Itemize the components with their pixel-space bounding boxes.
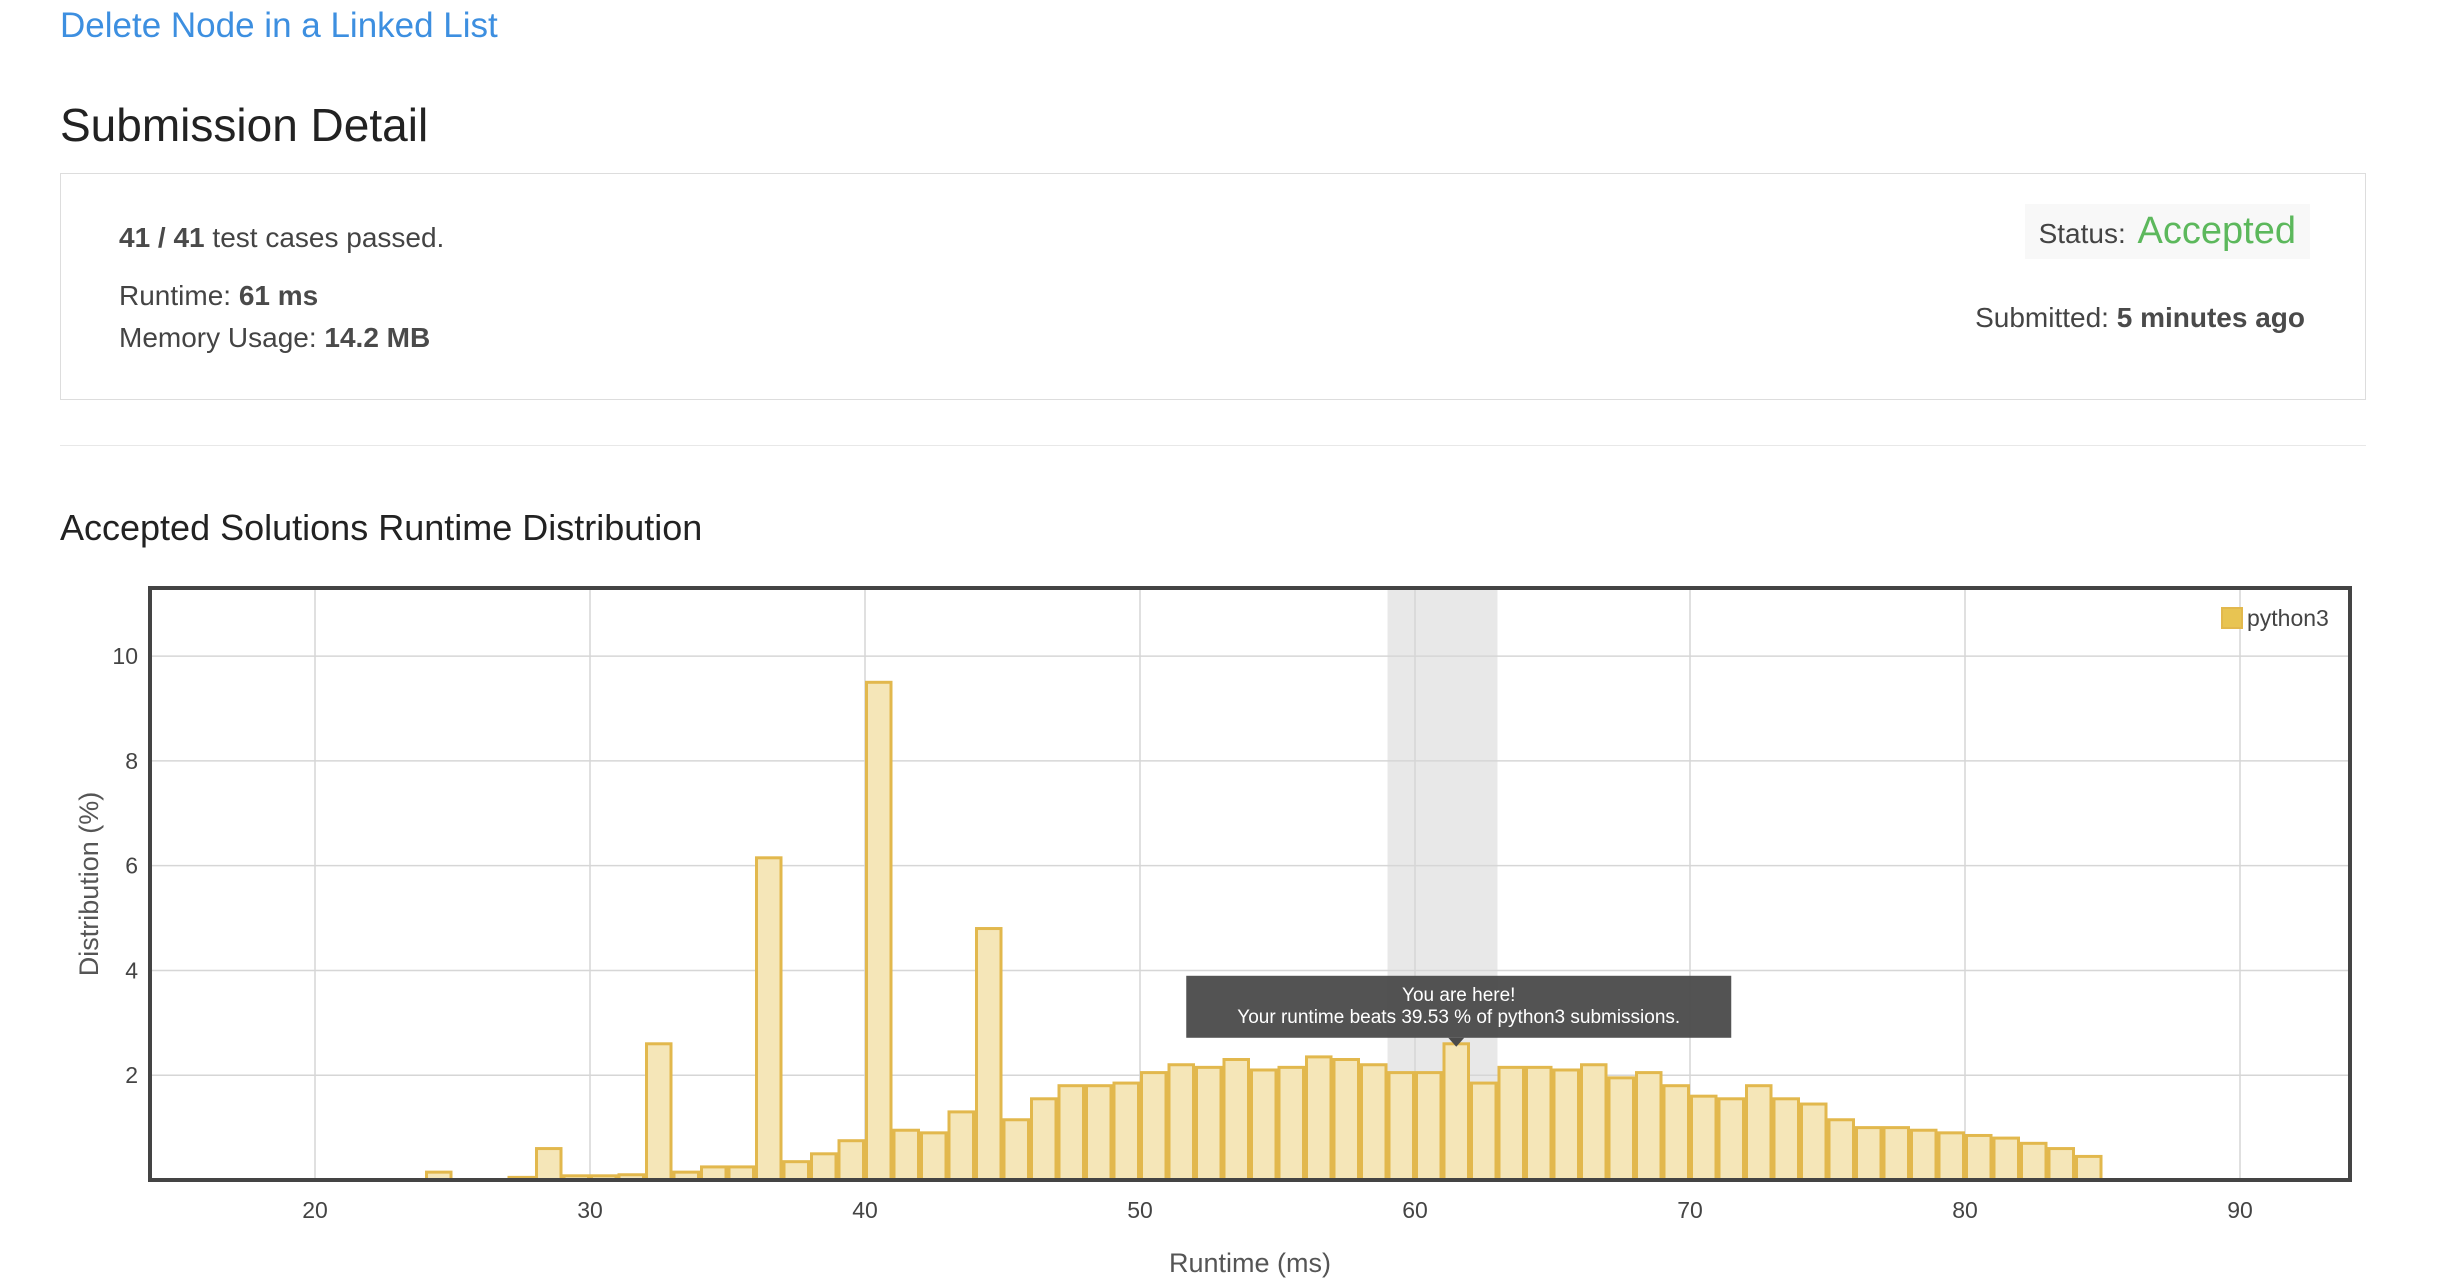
histogram-bar[interactable] [782, 1160, 810, 1182]
histogram-bar[interactable] [1002, 1118, 1030, 1182]
histogram-bar[interactable] [1992, 1136, 2020, 1182]
tooltip-message: Your runtime beats 39.53 % of python3 su… [1237, 1007, 1680, 1028]
histogram-bar[interactable] [865, 680, 893, 1182]
histogram-bar[interactable] [1332, 1058, 1360, 1182]
histogram-bar[interactable] [1250, 1068, 1278, 1182]
y-tick-label: 8 [125, 748, 138, 774]
runtime-value: 61 ms [238, 280, 319, 311]
problem-title-link[interactable]: Delete Node in a Linked List [60, 6, 498, 45]
histogram-bar[interactable] [1910, 1128, 1938, 1182]
submitted-label: Submitted: [1975, 302, 2109, 333]
histogram-bar[interactable] [1442, 1042, 1470, 1182]
x-tick-label: 60 [1402, 1197, 1428, 1223]
status-label: Status: [2038, 218, 2126, 249]
x-tick-label: 40 [852, 1197, 878, 1223]
histogram-bar[interactable] [1965, 1133, 1993, 1182]
y-tick-label: 10 [112, 643, 138, 669]
histogram-bar[interactable] [645, 1042, 673, 1182]
histogram-bar[interactable] [1277, 1065, 1305, 1182]
histogram-bar[interactable] [1470, 1081, 1498, 1182]
test-cases-text: test cases passed. [212, 222, 445, 253]
plot-frame [148, 586, 2352, 1182]
test-cases-count: 41 / 41 [119, 222, 205, 253]
histogram-bar[interactable] [2047, 1147, 2075, 1182]
y-tick-label: 2 [125, 1062, 138, 1088]
histogram-bar[interactable] [1167, 1063, 1195, 1182]
histogram-bar[interactable] [1305, 1055, 1333, 1182]
page-title: Submission Detail [60, 99, 429, 151]
memory-value: 14.2 MB [324, 322, 431, 353]
tooltip-title: You are here! [1402, 985, 1515, 1006]
histogram-bar[interactable] [975, 927, 1003, 1182]
histogram-bar[interactable] [1937, 1131, 1965, 1182]
y-tick-label: 4 [125, 957, 138, 983]
section-divider [60, 445, 2366, 446]
histogram-bar[interactable] [1635, 1071, 1663, 1182]
histogram-bar[interactable] [892, 1128, 920, 1182]
tooltip-box [1186, 975, 1732, 1038]
submitted-stat: Submitted: 5 minutes ago [1975, 302, 2305, 334]
histogram-bar[interactable] [1525, 1065, 1553, 1182]
histogram-bar[interactable] [1827, 1118, 1855, 1182]
histogram-bar[interactable] [1112, 1081, 1140, 1182]
y-tick-label: 6 [125, 853, 138, 879]
histogram-bar[interactable] [1085, 1084, 1113, 1182]
status-accepted[interactable]: Accepted [2137, 210, 2296, 252]
x-tick-label: 90 [2227, 1197, 2253, 1223]
histogram-bar[interactable] [1855, 1126, 1883, 1182]
submitted-value: 5 minutes ago [2116, 302, 2305, 333]
histogram-bar[interactable] [1140, 1071, 1168, 1182]
histogram-bar[interactable] [1745, 1084, 1773, 1182]
histogram-bar[interactable] [2075, 1154, 2103, 1182]
histogram-bar[interactable] [535, 1147, 563, 1182]
histogram-bar[interactable] [1607, 1076, 1635, 1182]
histogram-bar[interactable] [1360, 1063, 1388, 1182]
histogram-bar[interactable] [1387, 1071, 1415, 1182]
submission-detail-panel: 41 / 41 test cases passed. Runtime: 61 m… [60, 173, 2366, 400]
x-tick-label: 20 [302, 1197, 328, 1223]
x-tick-label: 80 [1952, 1197, 1978, 1223]
x-axis-label: Runtime (ms) [1169, 1248, 1331, 1278]
tooltip-pointer [1448, 1037, 1465, 1047]
status-box: Status: Accepted [2024, 204, 2310, 259]
memory-stat: Memory Usage: 14.2 MB [119, 322, 430, 354]
histogram-bar[interactable] [837, 1139, 865, 1182]
histogram-bar[interactable] [947, 1110, 975, 1182]
histogram-bar[interactable] [755, 856, 783, 1182]
histogram-bar[interactable] [1882, 1126, 1910, 1182]
histogram-bar[interactable] [1552, 1068, 1580, 1182]
histogram-bar[interactable] [1415, 1071, 1443, 1182]
x-tick-label: 30 [577, 1197, 603, 1223]
histogram-bar[interactable] [1662, 1084, 1690, 1182]
histogram-bar[interactable] [1800, 1102, 1828, 1182]
runtime-distribution-chart: 20 30 40 50 60 70 80 90 2 4 6 8 10 Runtime (ms) Distri… [74, 586, 2352, 1278]
histogram-bar[interactable] [810, 1152, 838, 1182]
histogram-bar[interactable] [1057, 1084, 1085, 1182]
runtime-stat: Runtime: 61 ms [119, 280, 318, 312]
histogram-bar[interactable] [1717, 1097, 1745, 1182]
histogram-bar[interactable] [1772, 1097, 1800, 1182]
legend-swatch [2221, 607, 2243, 629]
y-axis-label: Distribution (%) [74, 792, 104, 977]
memory-label: Memory Usage: [119, 322, 317, 353]
x-tick-label: 50 [1127, 1197, 1153, 1223]
histogram-bar[interactable] [1580, 1063, 1608, 1182]
chart-title: Accepted Solutions Runtime Distribution [60, 507, 703, 548]
runtime-label: Runtime: [119, 280, 232, 311]
histogram-bar[interactable] [1497, 1065, 1525, 1182]
histogram-bar[interactable] [1030, 1097, 1058, 1182]
histogram-bar[interactable] [1195, 1065, 1223, 1182]
test-cases-summary: 41 / 41 test cases passed. [119, 222, 444, 254]
x-tick-label: 70 [1677, 1197, 1703, 1223]
histogram-bar[interactable] [1690, 1094, 1718, 1182]
histogram-bar[interactable] [920, 1131, 948, 1182]
legend-label-python3: python3 [2247, 605, 2329, 631]
histogram-bar[interactable] [2020, 1141, 2048, 1182]
histogram-bar[interactable] [1222, 1058, 1250, 1182]
